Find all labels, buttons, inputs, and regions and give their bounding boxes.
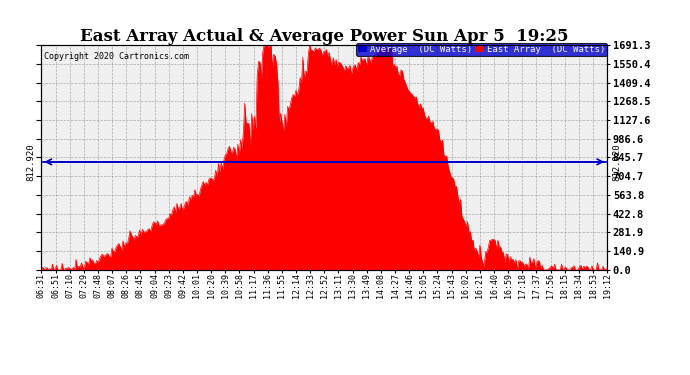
Title: East Array Actual & Average Power Sun Apr 5  19:25: East Array Actual & Average Power Sun Ap… xyxy=(80,28,569,45)
Text: Copyright 2020 Cartronics.com: Copyright 2020 Cartronics.com xyxy=(44,52,189,61)
Legend: Average  (DC Watts), East Array  (DC Watts): Average (DC Watts), East Array (DC Watts… xyxy=(356,43,607,56)
Text: 812.920: 812.920 xyxy=(613,143,622,181)
Text: 812.920: 812.920 xyxy=(27,143,36,181)
